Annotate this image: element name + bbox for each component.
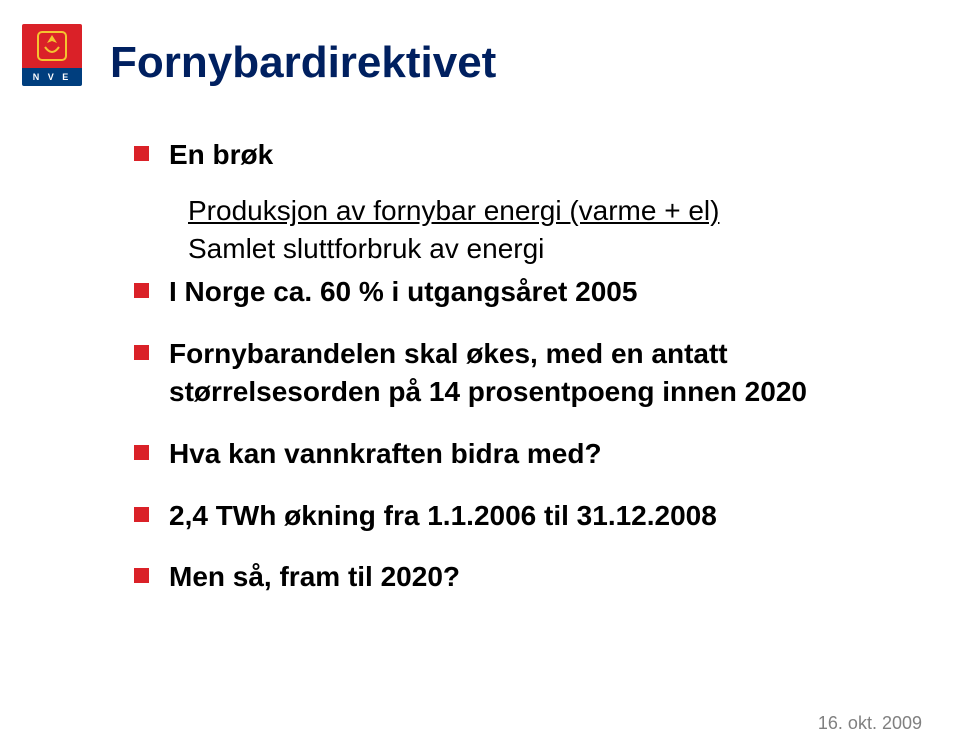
bullet-text: Hva kan vannkraften bidra med? bbox=[169, 435, 602, 473]
bullet-item: I Norge ca. 60 % i utgangsåret 2005 bbox=[134, 273, 920, 311]
slide-content: Fornybardirektivet En brøk Produksjon av… bbox=[110, 38, 920, 620]
bullet-text: En brøk bbox=[169, 136, 273, 174]
footer-date: 16. okt. 2009 bbox=[818, 713, 922, 734]
logo-letters: N V E bbox=[22, 68, 82, 86]
bullet-marker-icon bbox=[134, 146, 149, 161]
fraction-numerator: Produksjon av fornybar energi (varme + e… bbox=[188, 192, 920, 230]
bullet-item: Hva kan vannkraften bidra med? bbox=[134, 435, 920, 473]
bullet-text: 2,4 TWh økning fra 1.1.2006 til 31.12.20… bbox=[169, 497, 717, 535]
bullet-marker-icon bbox=[134, 507, 149, 522]
fraction-denominator: Samlet sluttforbruk av energi bbox=[188, 230, 920, 268]
bullet-item: En brøk bbox=[134, 136, 920, 174]
bullet-marker-icon bbox=[134, 445, 149, 460]
bullet-item: Fornybarandelen skal økes, med en antatt… bbox=[134, 335, 920, 411]
slide-title: Fornybardirektivet bbox=[110, 38, 920, 88]
bullet-marker-icon bbox=[134, 568, 149, 583]
bullet-marker-icon bbox=[134, 283, 149, 298]
bullet-list: En brøk Produksjon av fornybar energi (v… bbox=[110, 136, 920, 596]
bullet-text: I Norge ca. 60 % i utgangsåret 2005 bbox=[169, 273, 637, 311]
nve-logo: N V E bbox=[22, 24, 82, 86]
logo-crest bbox=[22, 24, 82, 68]
bullet-marker-icon bbox=[134, 345, 149, 360]
bullet-item: Men så, fram til 2020? bbox=[134, 558, 920, 596]
bullet-item: 2,4 TWh økning fra 1.1.2006 til 31.12.20… bbox=[134, 497, 920, 535]
bullet-text: Fornybarandelen skal økes, med en antatt… bbox=[169, 335, 920, 411]
bullet-text: Men så, fram til 2020? bbox=[169, 558, 460, 596]
fraction-block: Produksjon av fornybar energi (varme + e… bbox=[134, 192, 920, 268]
